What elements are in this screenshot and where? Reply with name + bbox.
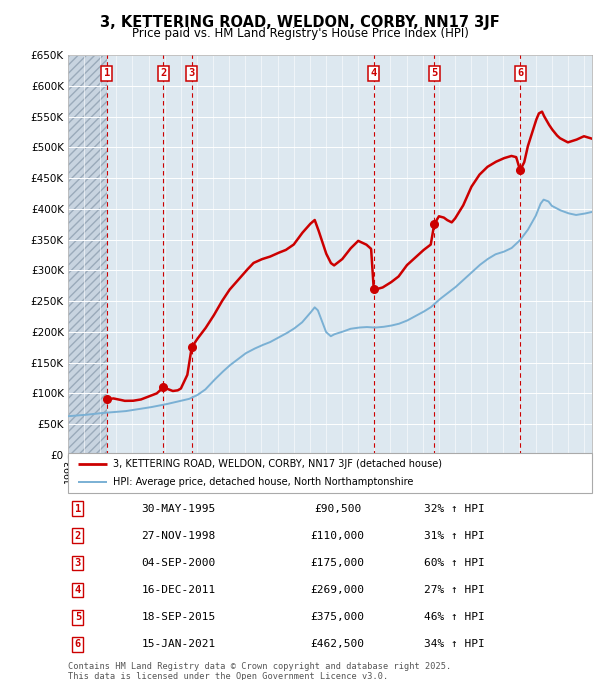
Text: £375,000: £375,000 [311,612,365,622]
Text: 04-SEP-2000: 04-SEP-2000 [142,558,216,568]
Text: £462,500: £462,500 [311,639,365,649]
Text: 60% ↑ HPI: 60% ↑ HPI [424,558,485,568]
Text: 4: 4 [75,585,81,595]
Text: £175,000: £175,000 [311,558,365,568]
Text: 32% ↑ HPI: 32% ↑ HPI [424,504,485,513]
Text: 2: 2 [75,531,81,541]
Bar [68,55,107,455]
Text: 4: 4 [371,69,377,78]
Text: £90,500: £90,500 [314,504,361,513]
Text: 1: 1 [104,69,110,78]
Text: 5: 5 [431,69,437,78]
Text: 1: 1 [75,504,81,513]
Text: 15-JAN-2021: 15-JAN-2021 [142,639,216,649]
Text: 6: 6 [517,69,523,78]
Text: 34% ↑ HPI: 34% ↑ HPI [424,639,485,649]
Text: HPI: Average price, detached house, North Northamptonshire: HPI: Average price, detached house, Nort… [113,477,413,487]
Text: 30-MAY-1995: 30-MAY-1995 [142,504,216,513]
Text: 31% ↑ HPI: 31% ↑ HPI [424,531,485,541]
Text: 27-NOV-1998: 27-NOV-1998 [142,531,216,541]
Text: 46% ↑ HPI: 46% ↑ HPI [424,612,485,622]
Text: 3, KETTERING ROAD, WELDON, CORBY, NN17 3JF: 3, KETTERING ROAD, WELDON, CORBY, NN17 3… [100,15,500,30]
Text: 16-DEC-2011: 16-DEC-2011 [142,585,216,595]
Text: 27% ↑ HPI: 27% ↑ HPI [424,585,485,595]
Text: 18-SEP-2015: 18-SEP-2015 [142,612,216,622]
Text: £110,000: £110,000 [311,531,365,541]
Text: Contains HM Land Registry data © Crown copyright and database right 2025.
This d: Contains HM Land Registry data © Crown c… [68,662,451,680]
Text: 5: 5 [75,612,81,622]
Text: 3, KETTERING ROAD, WELDON, CORBY, NN17 3JF (detached house): 3, KETTERING ROAD, WELDON, CORBY, NN17 3… [113,459,442,469]
FancyBboxPatch shape [68,453,592,493]
Text: 2: 2 [160,69,166,78]
Text: 3: 3 [75,558,81,568]
Text: 6: 6 [75,639,81,649]
Text: 3: 3 [188,69,195,78]
Text: £269,000: £269,000 [311,585,365,595]
Text: Price paid vs. HM Land Registry's House Price Index (HPI): Price paid vs. HM Land Registry's House … [131,27,469,40]
